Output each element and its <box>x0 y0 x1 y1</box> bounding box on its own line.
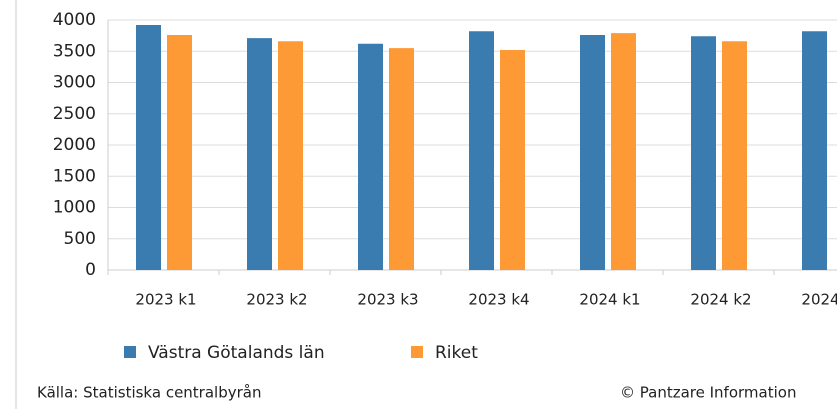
y-tick-label: 3500 <box>53 41 96 61</box>
legend-swatch <box>124 346 136 358</box>
y-tick-label: 3000 <box>53 73 96 93</box>
y-tick-label: 4000 <box>53 10 96 30</box>
x-tick-label: 2023 k4 <box>468 291 529 309</box>
x-tick-label: 2023 k3 <box>357 291 418 309</box>
legend-swatch <box>411 346 423 358</box>
x-tick-label: 2023 k2 <box>246 291 307 309</box>
x-tick-label: 2024 k2 <box>690 291 751 309</box>
y-tick-label: 1500 <box>53 166 96 186</box>
y-tick-label: 2000 <box>53 135 96 155</box>
bar <box>500 50 525 270</box>
x-tick-label: 2023 k1 <box>135 291 196 309</box>
y-tick-label: 500 <box>64 229 96 249</box>
copyright: © Pantzare Information <box>620 384 796 402</box>
legend-label: Riket <box>435 343 478 363</box>
bar <box>358 43 383 270</box>
y-tick-label: 1000 <box>53 198 96 218</box>
bar <box>469 31 494 270</box>
bar <box>389 48 414 270</box>
source: Källa: Statistiska centralbyrån <box>37 384 261 402</box>
bar <box>136 25 161 270</box>
bar <box>278 41 303 270</box>
bar <box>802 31 827 270</box>
bar <box>611 33 636 270</box>
bar <box>722 41 747 270</box>
bar <box>167 35 192 270</box>
bar <box>247 38 272 270</box>
bar <box>580 35 605 270</box>
x-tick-label: 2024 k1 <box>579 291 640 309</box>
bar <box>691 36 716 270</box>
legend-label: Västra Götalands län <box>148 343 325 363</box>
y-tick-label: 0 <box>85 260 96 280</box>
y-tick-label: 2500 <box>53 104 96 124</box>
x-tick-label: 2024 k3 <box>801 291 837 309</box>
